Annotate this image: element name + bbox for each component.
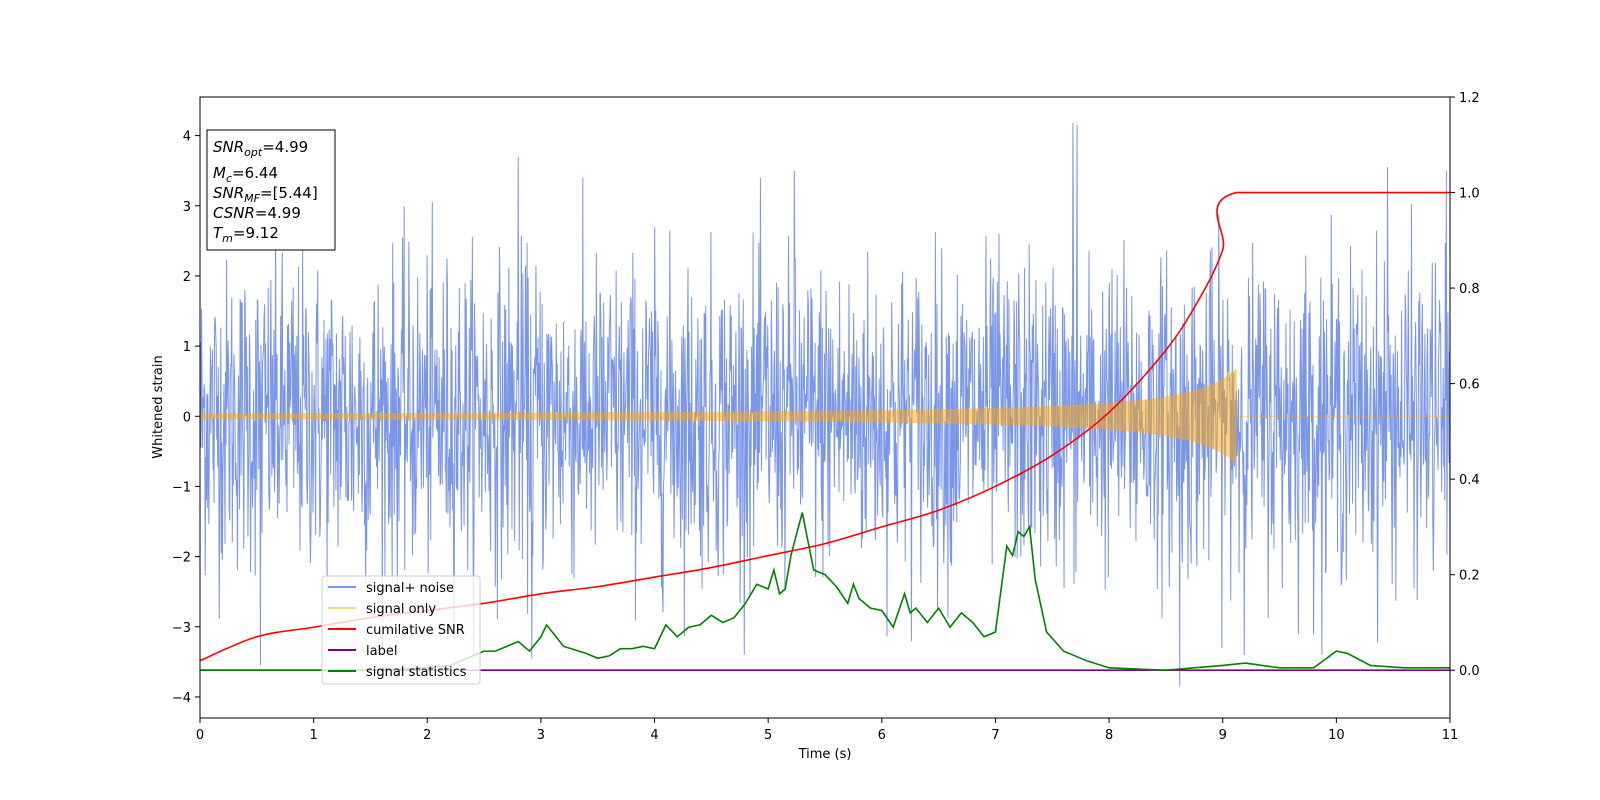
y2-tick-label: 0.8 <box>1459 282 1480 297</box>
y-tick-label: 1 <box>183 340 191 355</box>
y2-tick-label: 0.0 <box>1459 664 1480 679</box>
y-tick-label: 2 <box>183 270 191 285</box>
info-mc: Mc=6.44 <box>213 164 278 185</box>
x-tick-label: 8 <box>1105 728 1113 743</box>
y-tick-label: 4 <box>183 130 191 145</box>
x-tick-label: 5 <box>764 728 772 743</box>
y-axis-right: 1.2 1.0 0.8 0.6 0.4 0.2 0.0 <box>1450 91 1480 679</box>
y-tick-label: −2 <box>172 551 191 566</box>
y-tick-label: −1 <box>172 480 191 495</box>
y-tick-label: 3 <box>183 200 191 215</box>
info-snr-mf: SNRMF=[5.44] <box>213 184 318 205</box>
x-tick-label: 7 <box>991 728 999 743</box>
info-snr-opt: SNRopt=4.99 <box>213 138 308 159</box>
x-tick-label: 10 <box>1328 728 1345 743</box>
info-box: SNRopt=4.99 Mc=6.44 SNRMF=[5.44] CSNR=4.… <box>206 129 336 251</box>
x-axis-title: Time (s) <box>798 747 852 762</box>
x-tick-label: 4 <box>650 728 658 743</box>
y2-tick-label: 0.6 <box>1459 378 1480 393</box>
legend: signal+ noise signal only cumilative SNR… <box>321 575 481 685</box>
y2-tick-label: 0.2 <box>1459 569 1480 584</box>
x-tick-label: 11 <box>1442 728 1459 743</box>
legend-label-label: label <box>366 644 397 659</box>
y-axis-left: 4 3 2 1 0 −1 −2 −3 −4 <box>172 130 200 706</box>
plot-frame <box>199 96 1451 719</box>
info-csnr: CSNR=4.99 <box>213 204 301 222</box>
info-box-frame <box>206 129 336 251</box>
legend-label-cumulative-snr: cumilative SNR <box>366 623 465 638</box>
y2-tick-label: 0.4 <box>1459 473 1480 488</box>
x-tick-label: 1 <box>309 728 317 743</box>
y-axis-title: Whitened strain <box>151 355 166 458</box>
series-signal-noise <box>200 122 1450 687</box>
x-tick-label: 9 <box>1219 728 1227 743</box>
x-tick-label: 3 <box>537 728 545 743</box>
y2-tick-label: 1.2 <box>1459 91 1480 106</box>
legend-frame <box>321 575 481 685</box>
y2-tick-label: 1.0 <box>1459 187 1480 202</box>
legend-label-signal-statistics: signal statistics <box>366 665 467 680</box>
info-tm: Tm=9.12 <box>213 224 279 245</box>
x-tick-label: 0 <box>196 728 204 743</box>
x-axis: 0 1 2 3 4 5 6 7 8 9 10 11 <box>196 718 1458 743</box>
series-signal-only <box>200 368 1450 464</box>
y-tick-label: −4 <box>172 691 191 706</box>
y-tick-label: −3 <box>172 621 191 636</box>
legend-label-signal-only: signal only <box>366 602 436 617</box>
x-tick-label: 6 <box>878 728 886 743</box>
x-tick-label: 2 <box>423 728 431 743</box>
series-signal-statistics <box>200 512 1450 672</box>
y-tick-label: 0 <box>183 410 191 425</box>
legend-label-signal-noise: signal+ noise <box>366 581 454 596</box>
